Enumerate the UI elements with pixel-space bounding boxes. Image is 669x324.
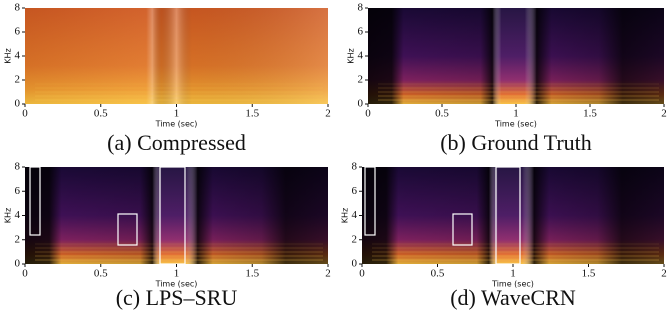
spectrogram-texture — [25, 167, 328, 264]
y-axis-label: KHz — [347, 48, 356, 63]
y-tick-label: 8 — [352, 161, 358, 173]
x-axis-label: Time (sec) — [491, 280, 534, 289]
x-tick-label: 1.5 — [582, 268, 596, 280]
highlight-box — [159, 166, 186, 265]
y-tick-label: 2 — [352, 233, 358, 245]
x-tick-label: 0.5 — [431, 268, 445, 280]
x-tick-label: 0 — [22, 268, 28, 280]
x-tick-label: 0.5 — [94, 108, 108, 120]
highlight-box — [452, 213, 473, 246]
x-tick-label: 1.5 — [583, 108, 597, 120]
y-tick-label: 4 — [15, 50, 21, 62]
caption: (b) Ground Truth — [440, 130, 592, 155]
spectrogram-texture — [368, 8, 664, 104]
y-tick-label: 8 — [358, 2, 364, 14]
y-axis-label: KHz — [341, 208, 350, 223]
highlight-box — [29, 166, 41, 236]
panel: 0 2 4 6 8 0 0.5 1 1.5 2 Time (sec) KHz (d) WaveCRN — [341, 161, 667, 311]
y-tick-label: 4 — [358, 50, 364, 62]
y-tick-label: 6 — [352, 185, 358, 197]
x-tick-label: 1 — [174, 268, 180, 280]
panel: 0 2 4 6 8 0 0.5 1 1.5 2 Time (sec) KHz (c) LPS–SRU — [4, 161, 331, 311]
y-tick-label: 4 — [15, 209, 21, 221]
highlight-box — [117, 213, 138, 246]
x-tick-label: 1 — [510, 268, 516, 280]
panel: 0 2 4 6 8 0 0.5 1 1.5 2 Time (sec) KHz (b) Ground Tr… — [347, 2, 667, 156]
x-tick-label: 0 — [22, 108, 28, 120]
x-tick-label: 0 — [365, 108, 371, 120]
x-tick-label: 0.5 — [435, 108, 449, 120]
x-tick-label: 1 — [174, 108, 180, 120]
x-tick-label: 2 — [661, 268, 667, 280]
x-tick-label: 0.5 — [94, 268, 108, 280]
x-tick-label: 0 — [359, 268, 365, 280]
y-tick-label: 0 — [358, 98, 364, 110]
y-tick-label: 8 — [15, 161, 21, 173]
y-tick-label: 6 — [358, 26, 364, 38]
x-axis-label: Time (sec) — [155, 280, 198, 289]
y-axis-label: KHz — [4, 48, 13, 63]
y-tick-label: 0 — [15, 98, 21, 110]
y-tick-label: 2 — [15, 74, 21, 86]
y-tick-label: 2 — [15, 233, 21, 245]
x-tick-label: 2 — [325, 108, 331, 120]
x-tick-label: 1 — [513, 108, 519, 120]
x-axis-label: Time (sec) — [155, 120, 198, 129]
caption: (d) WaveCRN — [450, 285, 576, 310]
x-axis-label: Time (sec) — [494, 120, 537, 129]
x-tick-label: 2 — [661, 108, 667, 120]
highlight-box — [495, 166, 521, 265]
highlight-box — [364, 166, 376, 236]
y-tick-label: 2 — [358, 74, 364, 86]
y-tick-label: 8 — [15, 2, 21, 14]
y-tick-label: 6 — [15, 26, 21, 38]
y-tick-label: 0 — [15, 258, 21, 270]
y-axis-label: KHz — [4, 208, 13, 223]
caption: (c) LPS–SRU — [116, 285, 238, 310]
y-tick-label: 6 — [15, 185, 21, 197]
y-tick-label: 4 — [352, 209, 358, 221]
x-tick-label: 2 — [325, 268, 331, 280]
x-tick-label: 1.5 — [245, 108, 259, 120]
caption: (a) Compressed — [107, 130, 246, 155]
x-tick-label: 1.5 — [245, 268, 259, 280]
spectrogram-texture — [25, 8, 328, 104]
y-tick-label: 0 — [352, 258, 358, 270]
panel: 0 2 4 6 8 0 0.5 1 1.5 2 Time (sec) KHz (a) Compresse… — [4, 2, 331, 156]
spectrogram-texture — [362, 167, 664, 264]
